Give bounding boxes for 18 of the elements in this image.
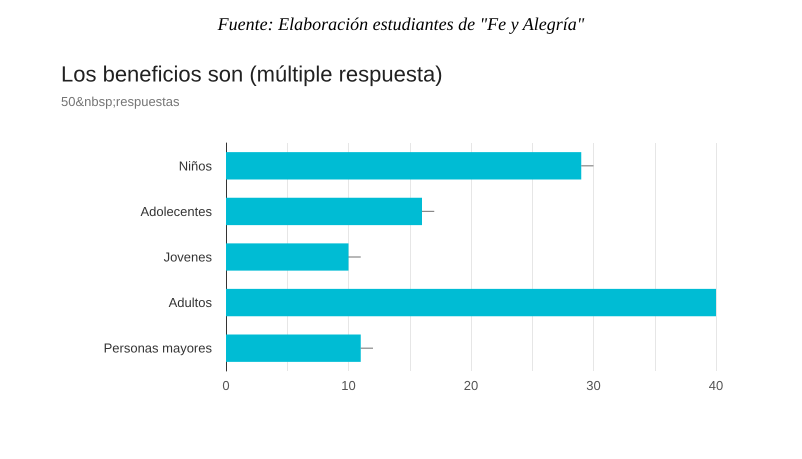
bar	[226, 152, 582, 180]
y-tick-label: Niños	[178, 158, 212, 174]
x-tick-label: 30	[586, 378, 601, 393]
x-tick-label: 40	[708, 378, 724, 393]
x-tick-label: 10	[341, 378, 356, 393]
x-tick-label: 20	[464, 378, 478, 393]
y-tick-label: Jovenes	[164, 250, 212, 264]
x-tick-label: 0	[222, 378, 230, 393]
text: 50&nbsp;respuestas	[61, 94, 180, 109]
source-note: Fuente: Elaboración estudiantes de "Fe y Alegría"	[216, 14, 585, 34]
y-tick-label: Adultos	[168, 295, 212, 310]
chart-title: Los beneficios son (múltiple respuesta)	[61, 62, 443, 86]
y-tick-label: Personas mayores	[104, 340, 212, 356]
bar	[226, 288, 716, 316]
y-tick-label: Adolecentes	[140, 204, 212, 219]
bar	[226, 334, 361, 362]
bar	[226, 243, 348, 271]
bar	[226, 198, 422, 226]
